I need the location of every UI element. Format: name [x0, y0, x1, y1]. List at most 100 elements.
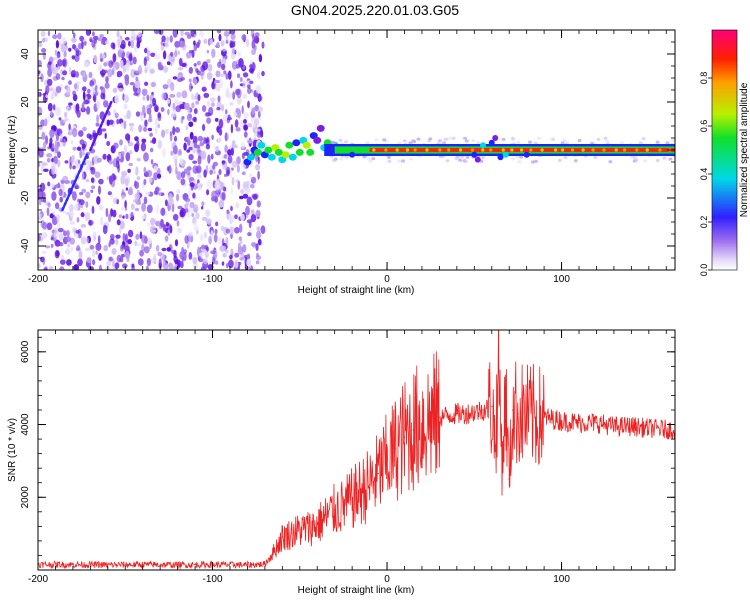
spectrogram-noise-cell: [247, 140, 253, 144]
spectrogram-noise-cell: [237, 73, 241, 79]
spectrogram-noise-cell: [251, 107, 256, 115]
spectrogram-noise-cell: [164, 199, 168, 207]
spectrogram-noise-cell: [230, 205, 233, 212]
spectrogram-noise-cell: [64, 160, 69, 164]
spectrogram-noise-cell: [162, 147, 166, 158]
spectrogram-noise-cell: [154, 117, 159, 126]
spectrogram-noise-cell: [217, 236, 223, 245]
spectrogram-noise-cell: [124, 200, 127, 209]
spectrogram-core-dot: [519, 148, 524, 152]
spectrogram-noise-cell: [249, 173, 253, 179]
spectrogram-noise-cell: [233, 112, 238, 117]
spectrogram-noise-cell: [199, 70, 205, 76]
spectrogram-noise-cell: [120, 253, 125, 258]
spectrogram-noise-cell: [219, 73, 226, 78]
spectrogram-noise-cell: [192, 135, 198, 145]
spectrogram-noise-cell: [230, 187, 233, 196]
spectrogram-noise-cell: [112, 209, 117, 218]
spectrogram-noise-cell: [221, 63, 226, 71]
spectrogram-side-cell: [397, 159, 401, 163]
snr-data-point: [360, 491, 362, 493]
spectrogram-noise-cell: [196, 60, 201, 66]
spectrogram-noise-cell: [229, 254, 233, 260]
spectrogram-noise-cell: [193, 142, 198, 149]
spectrogram-noise-cell: [77, 258, 83, 267]
spectrogram-noise-cell: [236, 156, 241, 165]
spectrogram-noise-cell: [165, 221, 169, 227]
spectrogram-noise-cell: [192, 192, 196, 199]
spectrogram-noise-cell: [179, 251, 185, 260]
spectrogram-noise-cell: [240, 252, 245, 261]
spectrogram-noise-cell: [161, 129, 166, 138]
spectrogram-noise-cell: [71, 37, 77, 43]
spectrogram-noise-cell: [175, 166, 178, 175]
spectrogram-noise-cell: [81, 40, 84, 50]
spectrogram-noise-cell: [216, 30, 222, 34]
spectrogram-noise-cell: [131, 263, 135, 268]
spectrogram-noise-cell: [200, 150, 207, 161]
spectrogram-noise-cell: [103, 100, 109, 108]
spectrogram-noise-cell: [39, 182, 46, 192]
spectrogram-noise-cell: [255, 209, 261, 218]
spectrogram-noise-cell: [134, 79, 141, 89]
spectrogram-noise-cell: [42, 141, 47, 150]
spectrogram-noise-cell: [47, 115, 50, 123]
spectrogram-perturbation: [497, 154, 504, 161]
spectrogram-noise-cell: [176, 220, 180, 227]
spectrogram-side-cell: [516, 140, 521, 144]
spectrogram-noise-cell: [57, 151, 61, 159]
spectrogram-side-cell: [463, 160, 468, 164]
spectrogram-noise-cell: [47, 102, 53, 112]
spectrogram-noise-cell: [124, 245, 130, 251]
spectrogram-noise-cell: [213, 170, 216, 175]
spectrogram-noise-cell: [198, 182, 201, 187]
spectrogram-noise-cell: [114, 262, 120, 269]
spectrogram-side-cell: [443, 137, 448, 141]
spectrogram-noise-cell: [261, 70, 265, 77]
spectrogram-noise-cell: [229, 226, 235, 235]
spectrogram-noise-cell: [210, 153, 214, 160]
spectrogram-noise-cell: [250, 242, 257, 247]
spectrogram-noise-cell: [133, 92, 139, 96]
spectrogram-noise-cell: [128, 53, 133, 62]
spectrogram-noise-cell: [118, 214, 123, 219]
spectrogram-noise-cell: [114, 112, 119, 119]
snr-data-point: [552, 418, 554, 420]
spectrogram-noise-cell: [40, 119, 46, 127]
spectrogram-noise-cell: [102, 153, 107, 160]
spectrogram-side-cell: [374, 138, 379, 142]
spectrogram-noise-cell: [83, 99, 90, 105]
spectrogram-noise-cell: [120, 59, 124, 69]
spectrogram-noise-cell: [230, 33, 236, 40]
spectrogram-noise-cell: [165, 212, 168, 217]
spectrogram-noise-cell: [188, 78, 192, 83]
spectrogram-noise-cell: [101, 40, 104, 45]
spectrogram-noise-cell: [186, 211, 192, 218]
spectrogram-noise-cell: [218, 118, 224, 129]
spectrogram-noise-cell: [72, 227, 75, 233]
spectrogram-noise-cell: [143, 196, 148, 205]
spectrogram-noise-cell: [76, 146, 82, 151]
spectrogram-side-cell: [605, 139, 610, 143]
spectrogram-side-cell: [665, 141, 670, 145]
spectrogram-noise-cell: [95, 242, 102, 251]
spectrogram-noise-cell: [172, 126, 176, 136]
spectrogram-noise-cell: [173, 145, 178, 155]
spectrogram-noise-cell: [229, 42, 236, 48]
spectrogram-noise-cell: [162, 50, 167, 60]
spectrogram-noise-cell: [79, 191, 84, 196]
spectrogram-side-cell: [365, 140, 370, 145]
spectrogram-noise-cell: [56, 53, 61, 59]
spectrogram-noise-cell: [62, 210, 68, 215]
spectrogram-side-cell: [641, 137, 646, 141]
spectrogram-noise-cell: [256, 131, 262, 138]
spectrogram-noise-cell: [172, 76, 178, 80]
spectrogram-noise-cell: [150, 81, 156, 88]
spectrogram-noise-cell: [42, 51, 46, 60]
spectrogram-noise-cell: [184, 31, 190, 36]
spectrogram-noise-cell: [86, 257, 92, 264]
spectrogram-noise-cell: [98, 252, 103, 261]
spectrogram-noise-cell: [71, 55, 76, 60]
spectrogram-y-tick-label: -20: [20, 190, 31, 205]
spectrogram-noise-cell: [242, 93, 248, 100]
